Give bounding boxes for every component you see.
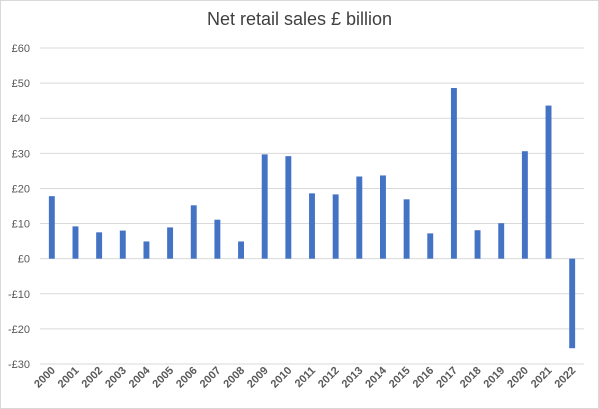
- x-axis-ticks: 2000200120022003200420052006200720082009…: [32, 364, 578, 390]
- x-tick-label: 2015: [387, 365, 413, 391]
- bar-2003: [119, 230, 126, 259]
- y-tick-label: -£10: [8, 289, 30, 301]
- bar-2019: [498, 223, 505, 259]
- y-tick-label: £30: [12, 148, 30, 160]
- bar-2007: [214, 219, 221, 259]
- x-tick-label: 2009: [245, 365, 271, 391]
- bar-2006: [190, 205, 197, 259]
- x-tick-label: 2020: [505, 365, 531, 391]
- y-tick-label: -£20: [8, 324, 30, 336]
- x-tick-label: 2005: [150, 365, 176, 391]
- y-tick-label: £20: [12, 183, 30, 195]
- bar-2013: [356, 176, 363, 259]
- bar-2011: [309, 193, 315, 259]
- x-tick-label: 2000: [32, 365, 58, 391]
- y-tick-label: £40: [12, 113, 30, 125]
- bar-2002: [96, 232, 103, 259]
- x-tick-label: 2007: [198, 365, 224, 391]
- bar-2016: [427, 233, 434, 259]
- y-tick-label: -£30: [8, 359, 30, 371]
- chart-title: Net retail sales £ billion: [206, 9, 393, 29]
- x-tick-label: 2022: [552, 365, 578, 391]
- x-tick-label: 2004: [127, 364, 153, 390]
- y-tick-label: £50: [12, 78, 30, 90]
- x-tick-label: 2006: [174, 365, 200, 391]
- bar-2009: [261, 154, 268, 259]
- bar-2010: [285, 156, 292, 259]
- x-tick-label: 2003: [103, 365, 129, 391]
- x-tick-label: 2017: [434, 365, 460, 391]
- bar-2020: [521, 151, 528, 259]
- bar-2005: [167, 227, 174, 259]
- x-tick-label: 2013: [340, 365, 366, 391]
- bar-2012: [332, 194, 339, 259]
- y-axis-ticks: £60 £50 £40 £30 £20 £10 £0 -£10 -£20 -£30: [8, 43, 30, 371]
- x-tick-label: 2001: [56, 365, 82, 391]
- bars: [48, 88, 576, 349]
- x-tick-label: 2016: [411, 365, 437, 391]
- x-tick-label: 2002: [79, 365, 105, 391]
- x-tick-label: 2018: [458, 365, 484, 391]
- bar-2008: [238, 241, 244, 259]
- y-tick-label: £60: [12, 43, 30, 55]
- x-tick-label: 2021: [529, 365, 555, 391]
- bar-2015: [403, 199, 410, 259]
- bar-2017: [450, 88, 457, 259]
- bar-2018: [474, 230, 481, 259]
- bar-2001: [72, 226, 79, 259]
- bar-2000: [48, 196, 55, 259]
- x-tick-label: 2019: [482, 365, 508, 391]
- bar-2022: [569, 258, 576, 349]
- x-tick-label: 2012: [316, 365, 342, 391]
- y-tick-label: £10: [12, 219, 30, 231]
- x-tick-label: 2011: [293, 365, 318, 390]
- bar-2021: [545, 105, 552, 259]
- x-tick-label: 2008: [221, 365, 247, 391]
- y-tick-label: £0: [18, 254, 30, 266]
- bar-2004: [143, 241, 150, 259]
- bar-2014: [380, 175, 386, 259]
- x-tick-label: 2010: [269, 365, 295, 391]
- x-tick-label: 2014: [363, 364, 389, 390]
